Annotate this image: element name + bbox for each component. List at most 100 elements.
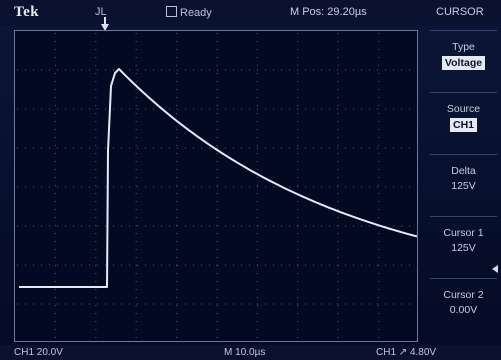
grid-dot: [241, 264, 242, 266]
grid-dot: [337, 321, 339, 322]
grid-dot: [209, 108, 210, 110]
grid-dot: [113, 147, 114, 149]
grid-dot: [135, 217, 137, 218]
grid-dot: [54, 321, 56, 322]
grid-dot: [49, 69, 50, 71]
grid-dot: [256, 217, 258, 218]
grid-dot: [257, 108, 258, 110]
grid-dot: [113, 69, 114, 71]
grid-dot: [217, 303, 218, 305]
grid-dot: [401, 147, 402, 149]
menu-cursor1[interactable]: Cursor 1 125V: [430, 216, 497, 276]
menu-cursor1-value: 125V: [451, 242, 476, 254]
grid-dot: [297, 209, 299, 210]
grid-dot: [161, 69, 162, 71]
grid-dot: [378, 33, 380, 34]
grid-dot: [256, 41, 258, 42]
grid-dot: [409, 69, 410, 71]
menu-delta[interactable]: Delta 125V: [430, 154, 497, 214]
grid-dot: [241, 147, 242, 149]
grid-dot: [177, 69, 178, 71]
grid-dot: [135, 129, 137, 130]
menu-cursor2[interactable]: Cursor 2 0.00V: [430, 278, 497, 338]
grid-dot: [297, 57, 299, 58]
grid-dot: [378, 185, 380, 186]
grid-dot: [97, 69, 98, 71]
grid-dot: [281, 225, 282, 227]
grid-dot: [345, 147, 346, 149]
grid-dot: [33, 108, 34, 110]
grid-dot: [209, 186, 210, 188]
grid-dot: [95, 265, 97, 266]
grid-dot: [25, 69, 26, 71]
grid-dot: [54, 249, 56, 250]
grid-dot: [385, 303, 386, 305]
grid-dot: [378, 73, 380, 74]
grid-dot: [176, 329, 178, 330]
grid-dot: [401, 303, 402, 305]
grid-dot: [385, 186, 386, 188]
grid-dot: [216, 273, 218, 274]
grid-dot: [256, 209, 258, 210]
grid-dot: [345, 108, 346, 110]
grid-dot: [57, 147, 58, 149]
grid-dot: [95, 81, 97, 82]
grid-dot: [216, 41, 218, 42]
grid-dot: [216, 97, 218, 98]
grid-dot: [401, 108, 402, 110]
grid-dot: [337, 225, 339, 226]
grid-dot: [54, 89, 56, 90]
grid-dot: [321, 69, 322, 71]
grid-dot: [105, 264, 106, 266]
grid-dot: [297, 297, 299, 298]
grid-dot: [378, 161, 380, 162]
grid-dot: [417, 303, 418, 305]
grid-dot: [145, 303, 146, 305]
grid-dot: [297, 121, 299, 122]
grid-dot: [256, 161, 258, 162]
grid-dot: [121, 69, 122, 71]
grid-dot: [217, 225, 218, 227]
grid-dot: [378, 177, 380, 178]
grid-dot: [297, 273, 299, 274]
grid-dot: [95, 249, 97, 250]
grid-dot: [17, 108, 18, 110]
grid-dot: [337, 303, 338, 305]
menu-title: CURSOR: [436, 6, 484, 18]
grid-dot: [216, 33, 218, 34]
grid-dot: [105, 69, 106, 71]
grid-dot: [297, 41, 299, 42]
grid-dot: [54, 225, 56, 226]
grid-dot: [305, 108, 306, 110]
grid-dot: [95, 321, 97, 322]
grid-dot: [41, 69, 42, 71]
grid-dot: [95, 305, 97, 306]
grid-dot: [337, 265, 339, 266]
grid-dot: [135, 193, 137, 194]
grid-dot: [145, 69, 146, 71]
grid-dot: [313, 264, 314, 266]
grid-dot: [73, 303, 74, 305]
grid-dot: [256, 273, 258, 274]
grid-dot: [225, 264, 226, 266]
grid-dot: [54, 105, 56, 106]
grid-dot: [256, 49, 258, 50]
grid-dot: [54, 201, 56, 202]
menu-type[interactable]: Type Voltage: [430, 30, 497, 90]
menu-source[interactable]: Source CH1: [430, 92, 497, 152]
grid-dot: [176, 241, 178, 242]
grid-dot: [73, 147, 74, 149]
grid-dot: [129, 108, 130, 110]
grid-dot: [54, 217, 56, 218]
grid-dot: [153, 303, 154, 305]
grid-dot: [121, 303, 122, 305]
grid-dot: [176, 249, 178, 250]
grid-dot: [297, 305, 299, 306]
grid-dot: [95, 33, 97, 34]
grid-dot: [41, 264, 42, 266]
menu-cursor2-value: 0.00V: [449, 304, 478, 316]
grid-dot: [378, 201, 380, 202]
grid-dot: [41, 225, 42, 227]
grid-dot: [256, 241, 258, 242]
grid-dot: [321, 264, 322, 266]
